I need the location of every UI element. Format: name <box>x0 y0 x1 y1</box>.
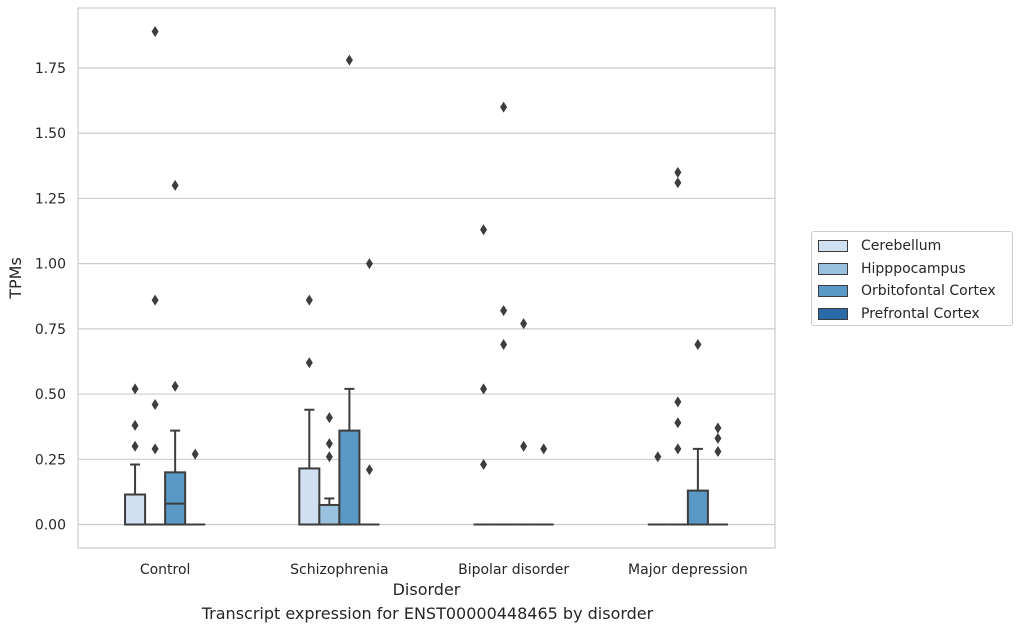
box-rect <box>164 471 187 526</box>
outlier-point <box>365 464 373 476</box>
outlier-point <box>171 380 179 392</box>
outlier-point <box>674 177 682 189</box>
outlier-point <box>345 54 353 66</box>
legend-swatch <box>818 262 848 275</box>
y-tick-label: 1.25 <box>35 191 66 207</box>
outlier-point <box>480 383 488 395</box>
outlier-point <box>480 459 488 471</box>
plot-area-frame <box>77 7 776 549</box>
y-axis-label: TPMs <box>6 257 25 300</box>
legend-item: Cerebellum <box>818 235 1012 258</box>
x-tick-label: Major depression <box>628 562 748 578</box>
outlier-point <box>694 339 702 351</box>
outlier-point <box>520 440 528 452</box>
y-tick-label: 0.00 <box>35 518 66 534</box>
outlier-point <box>674 166 682 178</box>
outlier-point <box>500 339 508 351</box>
box-rect <box>124 493 147 526</box>
outlier-point <box>131 419 139 431</box>
box-rect <box>298 467 321 526</box>
legend-label: Hipppocampus <box>861 260 966 277</box>
x-axis-ticks: Control Schizophrenia Bipolar disorder Majo… <box>140 562 748 578</box>
legend-label: Prefrontal Cortex <box>861 305 980 322</box>
outlier-point <box>714 422 722 434</box>
box <box>338 387 361 526</box>
x-tick-label: Control <box>140 562 191 578</box>
box-rect <box>338 429 361 526</box>
outlier-point <box>131 440 139 452</box>
box <box>318 497 341 526</box>
outlier-point <box>191 448 199 460</box>
outlier-point <box>151 25 159 37</box>
box <box>686 447 709 526</box>
outlier-point <box>674 396 682 408</box>
legend: Cerebellum Hipppocampus Orbitofontal Corte… <box>811 231 1013 326</box>
legend-label: Cerebellum <box>861 238 942 255</box>
outlier-point <box>325 438 333 450</box>
x-tick-label: Schizophrenia <box>290 562 388 578</box>
boxes <box>124 387 728 526</box>
outlier-point <box>520 318 528 330</box>
box <box>124 463 147 526</box>
legend-item: Prefrontal Cortex <box>818 303 1012 326</box>
box-rect <box>686 489 709 526</box>
y-axis-ticks: 0.00 0.25 0.50 0.75 1.00 1.25 1.50 1.75 <box>35 61 66 534</box>
legend-label: Orbitofontal Cortex <box>861 283 996 300</box>
x-axis-label: Disorder <box>393 580 461 599</box>
gridlines <box>78 67 775 526</box>
y-tick-label: 0.25 <box>35 452 66 468</box>
outlier-point <box>325 451 333 463</box>
outlier-point <box>151 294 159 306</box>
outlier-point <box>714 432 722 444</box>
y-tick-label: 1.50 <box>35 126 66 142</box>
outlier-point <box>500 305 508 317</box>
outlier-point <box>500 101 508 113</box>
outlier-point <box>674 417 682 429</box>
legend-swatch <box>818 240 848 253</box>
outlier-point <box>480 224 488 236</box>
legend-item: Hipppocampus <box>818 258 1012 281</box>
box <box>164 429 187 526</box>
legend-item: Orbitofontal Cortex <box>818 280 1012 303</box>
chart-caption: Transcript expression for ENST0000044846… <box>201 604 654 623</box>
outlier-point <box>131 383 139 395</box>
outlier-point <box>654 451 662 463</box>
outlier-point <box>151 443 159 455</box>
y-tick-label: 0.75 <box>35 322 66 338</box>
box <box>298 408 321 526</box>
outlier-point <box>305 357 313 369</box>
outlier-point <box>151 399 159 411</box>
outlier-point <box>171 179 179 191</box>
legend-swatch <box>818 307 848 320</box>
outlier-point <box>305 294 313 306</box>
y-tick-label: 1.00 <box>35 257 66 273</box>
y-tick-label: 1.75 <box>35 61 66 77</box>
outlier-point <box>325 412 333 424</box>
outlier-point <box>540 443 548 455</box>
y-tick-label: 0.50 <box>35 387 66 403</box>
outlier-point <box>714 445 722 457</box>
outlier-point <box>674 443 682 455</box>
box-rect <box>318 503 341 526</box>
legend-swatch <box>818 285 848 298</box>
x-tick-label: Bipolar disorder <box>458 562 569 578</box>
outlier-point <box>365 258 373 270</box>
outliers <box>131 25 722 476</box>
